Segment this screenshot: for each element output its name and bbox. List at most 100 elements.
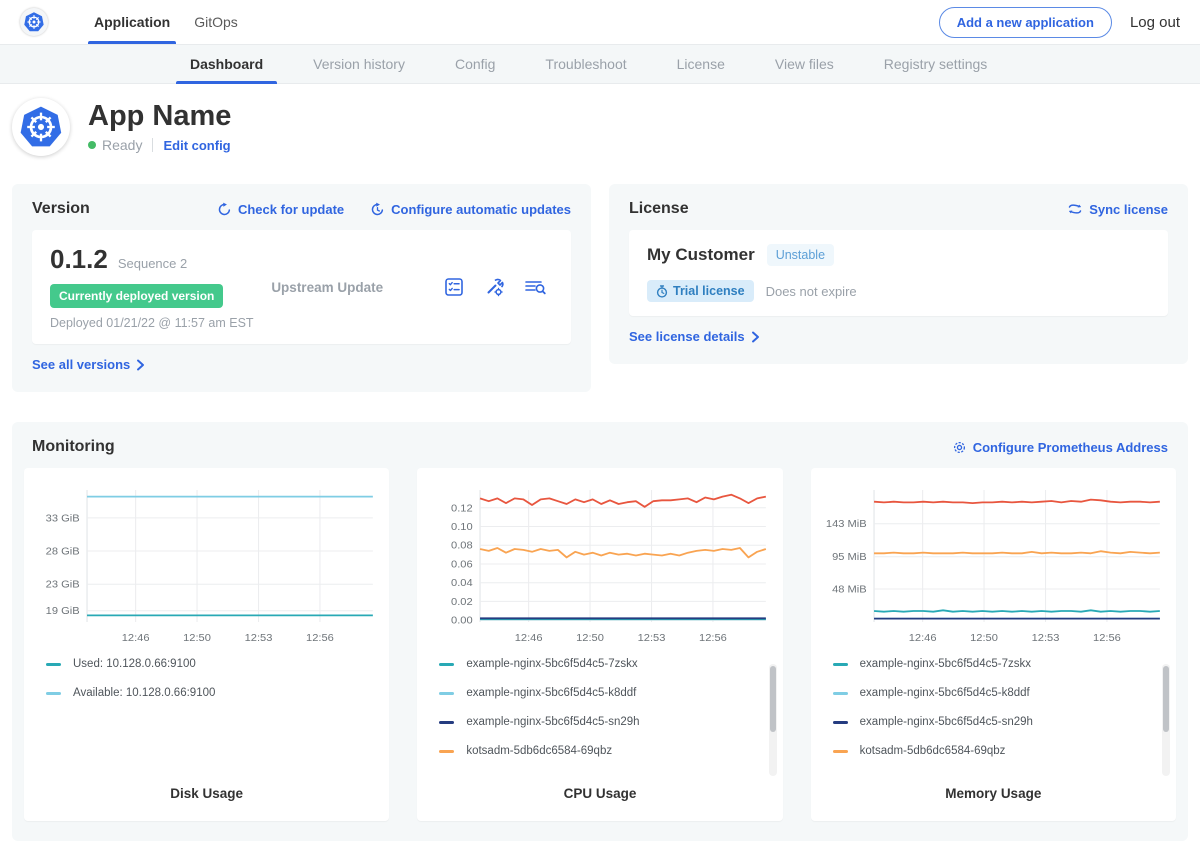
sync-icon <box>1067 202 1083 216</box>
tab-license[interactable]: License <box>663 45 739 83</box>
configure-prometheus-link[interactable]: Configure Prometheus Address <box>952 440 1168 455</box>
ready-status-dot <box>88 141 96 149</box>
license-type-badge: Trial license <box>647 280 754 302</box>
legend-label: kotsadm-5db6dc6584-69qbz <box>466 745 612 757</box>
svg-text:0.02: 0.02 <box>451 596 473 608</box>
divider <box>152 138 153 152</box>
sync-license-link[interactable]: Sync license <box>1067 202 1168 217</box>
configure-automatic-updates-link[interactable]: Configure automatic updates <box>370 202 571 217</box>
legend-dash <box>833 750 848 753</box>
cpu-usage-legend: example-nginx-5bc6f5d4c5-7zskx example-ng… <box>439 658 774 776</box>
legend-dash <box>439 721 454 724</box>
legend-label: example-nginx-5bc6f5d4c5-sn29h <box>466 716 639 728</box>
svg-text:19 GiB: 19 GiB <box>46 605 80 617</box>
logout-button[interactable]: Log out <box>1130 14 1180 31</box>
legend-dash <box>46 663 61 666</box>
svg-text:0.00: 0.00 <box>451 615 473 627</box>
kubernetes-logo-icon <box>23 11 45 33</box>
legend-scrollbar[interactable] <box>769 664 777 776</box>
deployed-timestamp: Deployed 01/21/22 @ 11:57 am EST <box>50 316 271 330</box>
edit-config-link[interactable]: Edit config <box>163 138 230 153</box>
svg-text:0.10: 0.10 <box>451 521 473 533</box>
see-all-versions-link[interactable]: See all versions <box>32 357 145 372</box>
svg-text:12:56: 12:56 <box>699 632 727 644</box>
tab-config[interactable]: Config <box>441 45 509 83</box>
legend-dash <box>833 663 848 666</box>
svg-text:12:53: 12:53 <box>638 632 666 644</box>
svg-text:12:53: 12:53 <box>245 632 273 644</box>
svg-text:12:46: 12:46 <box>515 632 543 644</box>
legend-item: kotsadm-5db6dc6584-69qbz <box>833 745 1168 757</box>
top-tab-application[interactable]: Application <box>82 0 182 44</box>
version-source-label: Upstream Update <box>271 280 443 295</box>
check-for-update-link[interactable]: Check for update <box>217 202 344 217</box>
svg-text:143 MiB: 143 MiB <box>826 518 867 530</box>
legend-item: example-nginx-5bc6f5d4c5-7zskx <box>833 658 1168 670</box>
tab-troubleshoot[interactable]: Troubleshoot <box>531 45 640 83</box>
legend-label: example-nginx-5bc6f5d4c5-k8ddf <box>860 687 1030 699</box>
kubernetes-logo-icon <box>18 104 64 150</box>
deploy-logs-button[interactable] <box>523 276 547 298</box>
tab-registry-settings[interactable]: Registry settings <box>870 45 1001 83</box>
legend-item: example-nginx-5bc6f5d4c5-k8ddf <box>439 687 774 699</box>
app-logo <box>12 98 70 156</box>
svg-text:48 MiB: 48 MiB <box>832 584 867 596</box>
tab-version-history[interactable]: Version history <box>299 45 419 83</box>
legend-dash <box>833 721 848 724</box>
legend-dash <box>439 750 454 753</box>
channel-badge: Unstable <box>767 244 834 266</box>
legend-dash <box>46 692 61 695</box>
legend-label: Used: 10.128.0.66:9100 <box>73 658 196 670</box>
legend-label: example-nginx-5bc6f5d4c5-sn29h <box>860 716 1033 728</box>
gear-icon <box>952 440 967 455</box>
legend-item: example-nginx-5bc6f5d4c5-sn29h <box>833 716 1168 728</box>
license-card: License Sync license My Customer Unstabl… <box>609 184 1188 364</box>
disk-usage-chart-card: 33 GiB28 GiB23 GiB19 GiB12:4612:5012:531… <box>24 468 389 821</box>
refresh-icon <box>217 202 232 217</box>
legend-item: Available: 10.128.0.66:9100 <box>46 687 381 699</box>
svg-text:12:50: 12:50 <box>183 632 211 644</box>
top-tab-gitops[interactable]: GitOps <box>182 0 250 44</box>
checklist-icon <box>443 276 465 298</box>
svg-text:0.04: 0.04 <box>451 577 473 589</box>
kubernetes-logo-icon <box>20 8 48 36</box>
svg-text:12:46: 12:46 <box>122 632 150 644</box>
legend-label: example-nginx-5bc6f5d4c5-7zskx <box>466 658 637 670</box>
app-header: App Name Ready Edit config <box>0 84 1200 176</box>
legend-dash <box>439 692 454 695</box>
svg-text:12:56: 12:56 <box>306 632 334 644</box>
svg-text:12:50: 12:50 <box>576 632 604 644</box>
customer-name: My Customer <box>647 245 755 265</box>
tab-view-files[interactable]: View files <box>761 45 848 83</box>
svg-text:0.12: 0.12 <box>451 503 473 515</box>
svg-text:12:56: 12:56 <box>1093 632 1121 644</box>
legend-scrollbar-thumb[interactable] <box>1163 666 1169 732</box>
legend-item: example-nginx-5bc6f5d4c5-7zskx <box>439 658 774 670</box>
add-new-application-button[interactable]: Add a new application <box>939 7 1112 38</box>
monitoring-title: Monitoring <box>32 438 115 456</box>
chart-title: CPU Usage <box>425 780 774 809</box>
wrench-gear-icon <box>483 276 505 298</box>
legend-scrollbar-thumb[interactable] <box>770 666 776 732</box>
version-number: 0.1.2 <box>50 244 108 275</box>
current-version-row: 0.1.2 Sequence 2 Currently deployed vers… <box>32 230 571 344</box>
svg-text:95 MiB: 95 MiB <box>832 551 867 563</box>
app-status-text: Ready <box>102 137 142 153</box>
legend-label: kotsadm-5db6dc6584-69qbz <box>860 745 1006 757</box>
version-card-title: Version <box>32 200 90 218</box>
legend-scrollbar[interactable] <box>1162 664 1170 776</box>
view-config-button[interactable] <box>483 276 505 298</box>
monitoring-section: Monitoring Configure Prometheus Address … <box>12 422 1188 841</box>
schedule-update-icon <box>370 202 385 217</box>
svg-text:12:50: 12:50 <box>970 632 998 644</box>
tab-dashboard[interactable]: Dashboard <box>176 45 277 83</box>
release-notes-button[interactable] <box>443 276 465 298</box>
memory-usage-chart: 143 MiB95 MiB48 MiB12:4612:5012:5312:56 <box>819 480 1168 648</box>
legend-label: example-nginx-5bc6f5d4c5-7zskx <box>860 658 1031 670</box>
version-card: Version Check for update Configure au <box>12 184 591 392</box>
disk-usage-chart: 33 GiB28 GiB23 GiB19 GiB12:4612:5012:531… <box>32 480 381 648</box>
chart-title: Memory Usage <box>819 780 1168 809</box>
see-license-details-link[interactable]: See license details <box>629 329 760 344</box>
svg-text:0.08: 0.08 <box>451 540 473 552</box>
svg-text:12:53: 12:53 <box>1031 632 1059 644</box>
